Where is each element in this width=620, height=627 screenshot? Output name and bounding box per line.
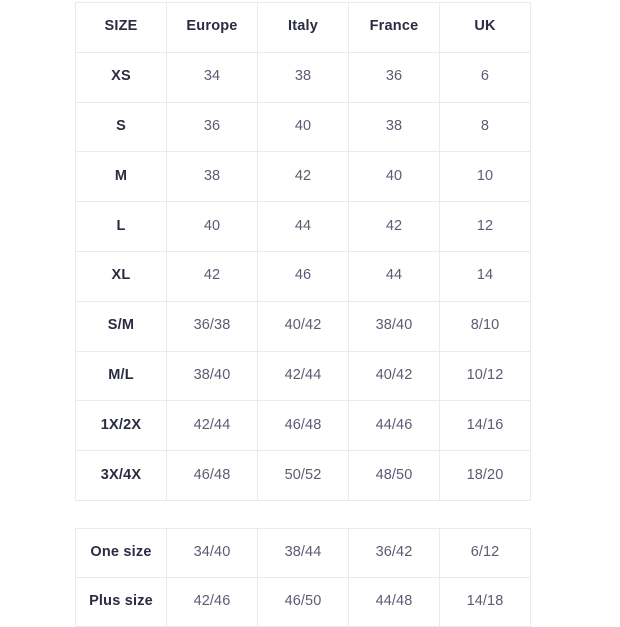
europe-value: 36/38 [166,300,258,352]
table-row: S 36 40 38 8 [75,101,531,153]
size-label: M/L [75,350,167,402]
italy-value: 50/52 [257,450,349,501]
italy-value: 46/48 [257,400,349,452]
size-label: One size [75,527,167,578]
table-row: Plus size 42/46 46/50 44/48 14/18 [75,576,531,627]
table-row: XS 34 38 36 6 [75,51,531,103]
table-header: SIZE Europe Italy France UK [75,2,531,53]
table-row: S/M 36/38 40/42 38/40 8/10 [75,300,531,352]
italy-value: 46/50 [257,576,349,627]
france-value: 38 [348,101,440,153]
size-label: L [75,201,167,252]
italy-value: 40 [257,101,349,153]
europe-value: 42/44 [166,400,258,452]
italy-value: 42/44 [257,350,349,402]
table-row: M/L 38/40 42/44 40/42 10/12 [75,350,531,402]
size-label: Plus size [75,576,167,627]
france-value: 44/48 [348,576,440,627]
europe-value: 40 [166,201,258,252]
europe-value: 38 [166,151,258,203]
size-label: S [75,101,167,153]
table-row: One size 34/40 38/44 36/42 6/12 [75,527,531,578]
size-label: XS [75,51,167,103]
column-header-europe: Europe [166,2,258,53]
uk-value: 14/16 [439,400,531,452]
europe-value: 42/46 [166,576,258,627]
italy-value: 38/44 [257,527,349,578]
uk-value: 6 [439,51,531,103]
france-value: 36 [348,51,440,103]
italy-value: 38 [257,51,349,103]
uk-value: 14 [439,250,531,302]
standard-size-table: SIZE Europe Italy France UK XS 34 38 36 … [75,2,531,501]
france-value: 42 [348,201,440,252]
table-body: XS 34 38 36 6 S 36 40 38 8 M 38 42 40 10 [75,51,531,501]
europe-value: 46/48 [166,450,258,501]
uk-value: 10/12 [439,350,531,402]
europe-value: 34 [166,51,258,103]
uk-value: 18/20 [439,450,531,501]
table-row: XL 42 46 44 14 [75,250,531,302]
column-header-france: France [348,2,440,53]
table-separator-gap [75,501,525,528]
italy-value: 44 [257,201,349,252]
table-body: One size 34/40 38/44 36/42 6/12 Plus siz… [75,527,531,627]
uk-value: 12 [439,201,531,252]
uk-value: 14/18 [439,576,531,627]
uk-value: 10 [439,151,531,203]
france-value: 40 [348,151,440,203]
size-label: S/M [75,300,167,352]
table-row: M 38 42 40 10 [75,151,531,203]
france-value: 40/42 [348,350,440,402]
france-value: 44/46 [348,400,440,452]
size-label: XL [75,250,167,302]
size-chart-container: SIZE Europe Italy France UK XS 34 38 36 … [75,2,531,627]
table-row: 3X/4X 46/48 50/52 48/50 18/20 [75,450,531,501]
italy-value: 46 [257,250,349,302]
france-value: 36/42 [348,527,440,578]
uk-value: 8 [439,101,531,153]
france-value: 44 [348,250,440,302]
europe-value: 34/40 [166,527,258,578]
size-label: 1X/2X [75,400,167,452]
size-label: M [75,151,167,203]
uk-value: 6/12 [439,527,531,578]
column-header-italy: Italy [257,2,349,53]
italy-value: 40/42 [257,300,349,352]
table-row: L 40 44 42 12 [75,201,531,252]
column-header-size: SIZE [75,2,167,53]
uk-value: 8/10 [439,300,531,352]
column-header-uk: UK [439,2,531,53]
header-row: SIZE Europe Italy France UK [75,2,531,53]
one-size-plus-size-table: One size 34/40 38/44 36/42 6/12 Plus siz… [75,527,531,627]
table-row: 1X/2X 42/44 46/48 44/46 14/16 [75,400,531,452]
italy-value: 42 [257,151,349,203]
size-label: 3X/4X [75,450,167,501]
france-value: 38/40 [348,300,440,352]
europe-value: 36 [166,101,258,153]
europe-value: 42 [166,250,258,302]
france-value: 48/50 [348,450,440,501]
europe-value: 38/40 [166,350,258,402]
